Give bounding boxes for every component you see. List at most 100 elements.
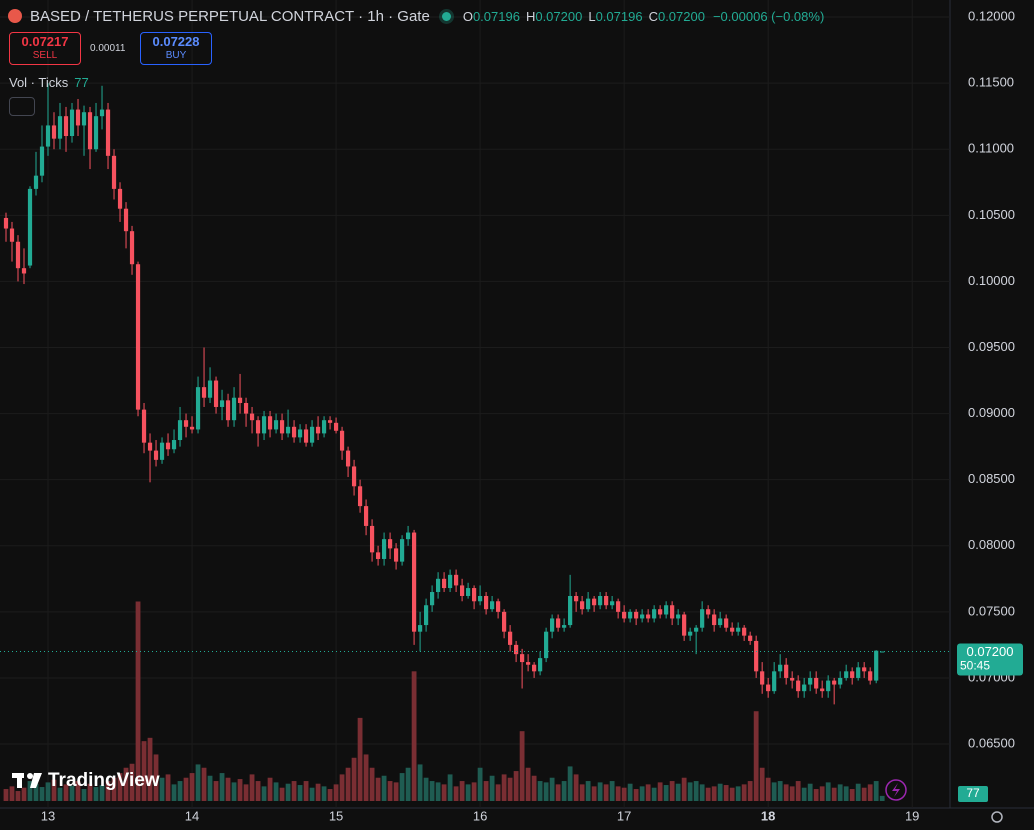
candle-body — [15, 241, 21, 269]
candle-body — [207, 380, 213, 398]
volume-bar — [237, 779, 243, 801]
volume-bar — [351, 757, 357, 801]
volume-bar — [507, 777, 513, 801]
candle-body — [237, 397, 243, 404]
volume-bar — [357, 717, 363, 801]
candle-body — [285, 426, 291, 434]
volume-bar — [597, 782, 603, 801]
volume-bar — [369, 767, 375, 801]
volume-bar — [117, 773, 123, 801]
candle-body — [598, 595, 603, 606]
logo-shape — [17, 773, 22, 788]
candle-body — [766, 684, 771, 692]
volume-label: 77 — [966, 786, 980, 800]
candle-body — [490, 601, 495, 610]
settings-icon[interactable] — [991, 811, 1003, 823]
candle-body — [832, 680, 837, 685]
volume-bar — [105, 781, 111, 801]
candle-body — [75, 109, 81, 126]
candle-body — [327, 420, 333, 423]
candle-body — [592, 598, 597, 606]
candle-body — [586, 598, 591, 610]
ohlc-values: O0.07196 H0.07200 L0.07196 C0.07200 — [459, 8, 707, 25]
volume-bar — [537, 781, 543, 801]
volume-bar — [495, 784, 501, 801]
volume-bar — [345, 767, 351, 801]
volume-bar — [93, 787, 99, 801]
ohlc-value: 0.07196 — [472, 8, 520, 24]
volume-bar — [489, 775, 495, 801]
x-tick-label: 16 — [473, 808, 487, 823]
volume-bar — [45, 782, 51, 801]
volume-bar — [621, 787, 627, 801]
volume-bar — [33, 783, 39, 801]
candle-body — [111, 155, 117, 189]
buy-button[interactable]: 0.07228 BUY — [140, 32, 212, 65]
volume-bar — [183, 777, 189, 801]
brand-logo: TradingView — [12, 770, 160, 791]
price-change: −0.00006 (−0.08%) — [712, 8, 825, 24]
volume-bar — [27, 781, 33, 801]
indicator-name[interactable]: Vol · Ticks — [9, 75, 69, 90]
volume-bar — [693, 781, 699, 801]
volume-bar — [801, 787, 807, 801]
candle-body — [862, 667, 867, 672]
volume-bar — [63, 784, 69, 801]
candle-body — [778, 664, 783, 672]
sell-button[interactable]: 0.07217 SELL — [9, 32, 81, 65]
ohlc-key: H — [525, 8, 536, 24]
candle-body — [369, 525, 375, 553]
candle-body — [183, 420, 189, 427]
volume-bar — [81, 789, 87, 801]
brand-name: TradingView — [48, 770, 160, 791]
candle-body — [562, 625, 567, 628]
volume-bar — [267, 777, 273, 801]
candle-body — [453, 574, 459, 586]
candle-body — [333, 422, 339, 431]
volume-bar — [771, 782, 777, 801]
candle-body — [706, 609, 711, 615]
candle-body — [790, 677, 795, 681]
candle-body — [357, 486, 363, 507]
indicator-toggle[interactable] — [9, 97, 35, 116]
volume-bar — [459, 781, 465, 801]
candle-body — [880, 651, 885, 653]
volume-bar — [87, 783, 93, 801]
x-tick-label: 17 — [617, 808, 631, 823]
volume-bar — [549, 777, 555, 801]
candle-body — [604, 595, 609, 606]
volume-bar — [747, 781, 753, 801]
volume-bar — [405, 767, 411, 801]
candle-body — [351, 466, 357, 487]
candle-body — [814, 677, 819, 689]
volume-bar — [783, 784, 789, 801]
volume-bar — [261, 786, 267, 801]
volume-bar — [135, 601, 141, 801]
candle-body — [345, 450, 351, 467]
volume-bar — [879, 795, 885, 801]
volume-bar — [483, 781, 489, 801]
volume-bar — [207, 775, 213, 801]
volume-bar — [189, 773, 195, 801]
volume-bar — [177, 781, 183, 801]
alert-icon[interactable] — [885, 779, 907, 801]
symbol-title[interactable]: BASED / TETHERUS PERPETUAL CONTRACT · 1h… — [30, 7, 430, 25]
volume-bar — [435, 782, 441, 801]
volume-bar — [39, 787, 45, 801]
x-tick-label: 18 — [761, 808, 775, 823]
volume-bar — [585, 781, 591, 801]
volume-bar — [231, 782, 237, 801]
candle-body — [826, 680, 831, 692]
candle-body — [664, 605, 669, 615]
candle-body — [724, 618, 729, 628]
volume-bar — [453, 786, 459, 801]
volume-bar — [831, 787, 837, 801]
candle-body — [21, 268, 27, 274]
sell-price: 0.07217 — [21, 34, 69, 49]
ohlc-key: O — [462, 8, 473, 24]
volume-bar — [873, 781, 879, 801]
volume-bar — [729, 787, 735, 801]
candle-body — [760, 671, 765, 685]
